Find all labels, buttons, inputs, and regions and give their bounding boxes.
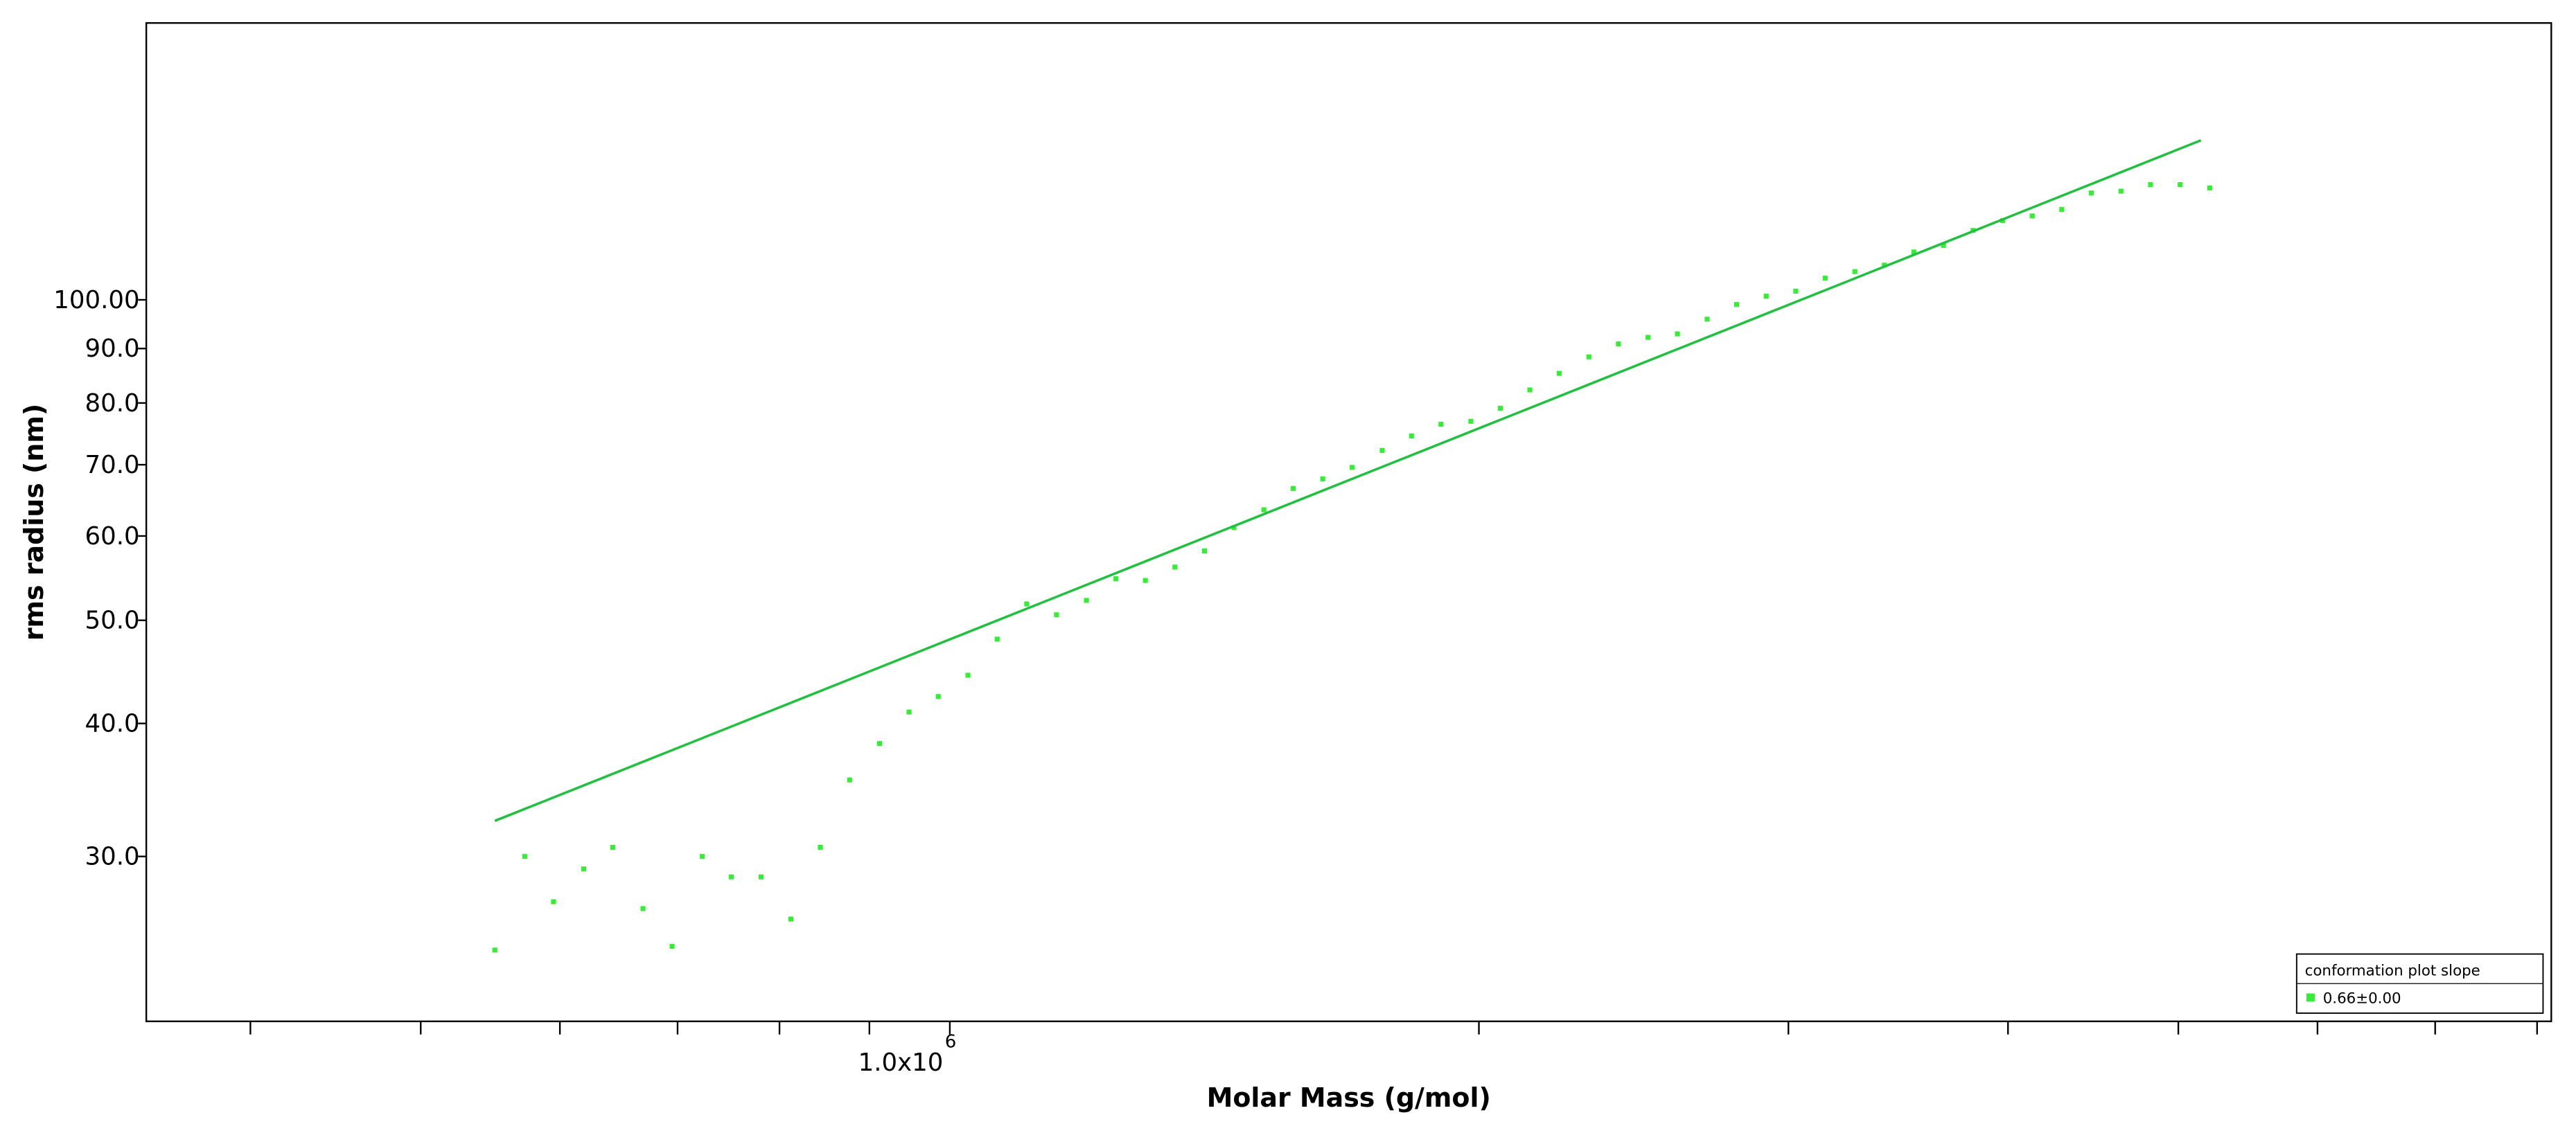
data-point xyxy=(640,906,646,911)
data-point xyxy=(1793,288,1799,294)
data-point xyxy=(847,777,852,783)
data-point xyxy=(1616,341,1621,347)
data-point xyxy=(965,672,971,678)
data-point xyxy=(669,943,675,949)
data-point xyxy=(1231,525,1237,530)
data-point xyxy=(1468,418,1474,424)
data-point xyxy=(788,916,794,922)
data-point xyxy=(728,874,734,880)
x-tick-label: 1.0x10 xyxy=(858,1049,944,1077)
data-point xyxy=(2207,185,2212,190)
y-tick-label: 90.0 xyxy=(85,334,140,363)
data-point xyxy=(700,854,705,859)
data-point xyxy=(2178,182,2183,188)
legend-title: conformation plot slope xyxy=(2305,962,2480,979)
fit-line xyxy=(494,139,2202,822)
data-point xyxy=(1586,354,1591,359)
y-tick-label: 60.0 xyxy=(85,522,140,551)
data-point xyxy=(1675,331,1680,337)
data-point xyxy=(1941,242,1946,248)
data-point xyxy=(1409,433,1414,439)
y-tick-label: 50.0 xyxy=(85,607,140,635)
data-point xyxy=(1882,262,1887,268)
data-point xyxy=(1290,485,1296,491)
data-point xyxy=(1822,276,1828,281)
data-point xyxy=(994,636,1000,642)
data-point xyxy=(1172,564,1178,570)
y-tick-label: 40.0 xyxy=(85,709,140,738)
data-point xyxy=(1143,578,1148,583)
data-point xyxy=(522,854,527,859)
data-point xyxy=(1350,465,1355,470)
y-tick-label: 80.0 xyxy=(85,389,140,418)
data-point xyxy=(1261,507,1267,512)
data-point xyxy=(1527,387,1533,393)
data-point xyxy=(876,741,882,747)
data-point xyxy=(551,899,556,904)
x-tick-label-base: 1.0x10 xyxy=(858,1049,944,1077)
data-point xyxy=(1556,371,1562,376)
data-point xyxy=(1379,447,1385,453)
data-point xyxy=(2118,188,2124,194)
data-point xyxy=(1763,294,1769,299)
data-point xyxy=(935,694,941,699)
x-tick-label-exponent: 6 xyxy=(945,1032,957,1053)
data-point xyxy=(906,709,912,715)
data-point xyxy=(1911,249,1916,255)
data-point xyxy=(2059,206,2065,212)
data-point xyxy=(492,947,497,953)
y-axis-title: rms radius (nm) xyxy=(19,404,49,641)
data-point xyxy=(759,874,764,880)
data-point xyxy=(1201,548,1207,553)
data-point xyxy=(610,844,615,850)
data-point xyxy=(581,866,587,872)
data-point xyxy=(1054,612,1059,618)
plot-frame xyxy=(145,22,2552,1022)
y-tick-label: 70.0 xyxy=(85,451,140,479)
data-point xyxy=(1646,334,1651,340)
y-tick-label: 30.0 xyxy=(85,843,140,871)
data-point xyxy=(2029,213,2035,219)
legend-label: 0.66±0.00 xyxy=(2323,990,2401,1008)
data-point xyxy=(1320,476,1325,481)
y-tick-label: 100.00 xyxy=(53,286,139,314)
data-point xyxy=(818,844,823,850)
data-point xyxy=(2088,190,2094,196)
data-point xyxy=(1852,269,1858,274)
data-point xyxy=(1113,576,1119,582)
data-point xyxy=(1024,601,1030,607)
data-point xyxy=(1497,405,1503,411)
data-point xyxy=(1733,302,1739,307)
data-point xyxy=(2148,182,2153,188)
data-point xyxy=(1704,316,1710,322)
data-point xyxy=(1084,598,1089,603)
x-axis-title: Molar Mass (g/mol) xyxy=(1207,1082,1491,1113)
legend-marker xyxy=(2306,993,2315,1002)
data-point xyxy=(1438,422,1444,427)
